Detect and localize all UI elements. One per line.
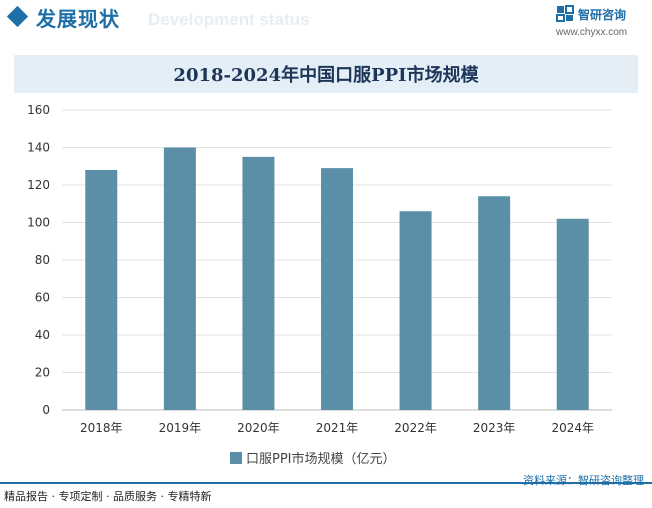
x-tick-label: 2024年 [551,421,594,435]
y-tick-label: 60 [35,291,50,305]
x-tick-label: 2021年 [316,421,359,435]
footer-divider [0,482,652,484]
bar [321,168,353,410]
bar [163,147,196,410]
chart-title: 2018-2024年中国口服PPI市场规模 [173,65,479,86]
x-tick-label: 2023年 [473,421,516,435]
source-note: 资料来源：智研咨询整理 [523,474,644,487]
y-tick-label: 40 [35,328,50,342]
x-tick-label: 2020年 [237,421,280,435]
bar [478,196,511,410]
x-tick-label: 2018年 [80,421,123,435]
section-title: 发展现状 [36,7,120,31]
y-tick-label: 20 [35,366,50,380]
bar [242,156,275,410]
y-tick-label: 0 [42,403,50,417]
y-tick-label: 120 [27,178,50,192]
footer-tagline: 精品报告 · 专项定制 · 品质服务 · 专精特新 [4,490,212,503]
chart-title-bar: 2018-2024年中国口服PPI市场规模 [14,55,638,93]
legend-label: 口服PPI市场规模（亿元） [246,451,396,467]
legend-swatch [230,452,242,464]
x-tick-label: 2022年 [394,421,437,435]
y-tick-label: 160 [27,103,50,117]
section-watermark: Development status [148,10,310,29]
bar [85,170,118,410]
brand-url: www.chyxx.com [556,27,628,38]
bar [399,211,432,410]
brand-logo-icon [556,5,574,22]
brand-name: 智研咨询 [578,8,627,22]
y-tick-label: 140 [27,141,50,155]
header: Development status 发展现状 智研咨询 www.chyxx.c… [0,0,652,40]
y-tick-label: 80 [35,253,50,267]
bar [556,218,589,410]
x-tick-label: 2019年 [159,421,202,435]
y-tick-label: 100 [27,216,50,230]
footer: 资料来源：智研咨询整理 精品报告 · 专项定制 · 品质服务 · 专精特新 [0,474,652,508]
